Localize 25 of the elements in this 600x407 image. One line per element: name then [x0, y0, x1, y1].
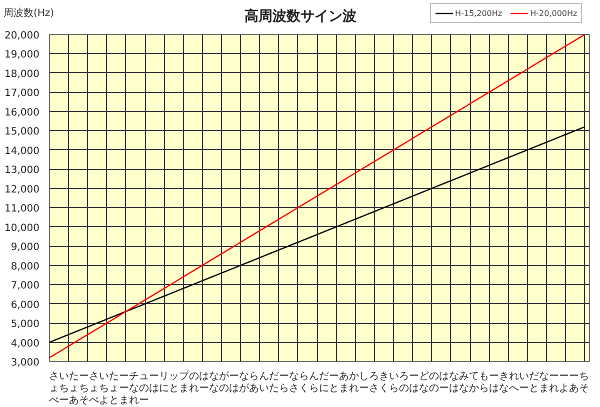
legend-label: H-20,000Hz [530, 8, 578, 18]
y-tick-label: 7,000 [10, 280, 40, 292]
y-tick-label: 8,000 [10, 261, 40, 272]
y-tick-label: 6,000 [10, 300, 40, 311]
y-tick-label: 4,000 [10, 338, 40, 350]
y-tick-label: 15,000 [4, 126, 40, 138]
y-tick-label: 14,000 [4, 146, 40, 157]
legend-label: H-15,200Hz [455, 8, 502, 18]
chart-title: 高周波数サイン波 [244, 8, 356, 24]
y-tick-label: 3,000 [10, 358, 40, 368]
y-tick-label: 17,000 [4, 88, 40, 100]
y-tick-label: 20,000 [4, 30, 40, 42]
y-tick-label: 19,000 [4, 50, 40, 61]
y-tick-label: 13,000 [4, 165, 40, 176]
y-tick-label: 9,000 [10, 242, 40, 254]
y-tick-label: 18,000 [4, 68, 40, 80]
y-axis-title: 周波数(Hz) [4, 7, 54, 19]
line-series [50, 126, 586, 343]
y-tick-label: 12,000 [4, 184, 40, 196]
line-series [50, 34, 586, 358]
y-tick-label: 5,000 [10, 319, 40, 330]
x-axis-title: さいたーさいたーチューリップのはながーならんだーならんだーあかしろきいろーどのはなみてもーきれいだなーーーちょちょちょちょーなのはにとまれーなのはがあいたらさくらにとまれーさくらのはなのーはなからはなへーとまれよあそべーあそべよとまれー [49, 371, 589, 407]
y-tick-label: 10,000 [4, 222, 40, 234]
y-tick-label: 11,000 [4, 204, 40, 215]
y-tick-label: 16,000 [4, 107, 40, 118]
